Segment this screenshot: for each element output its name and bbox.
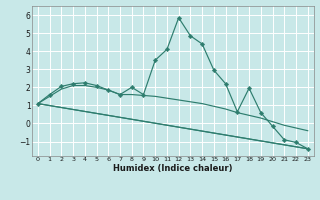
X-axis label: Humidex (Indice chaleur): Humidex (Indice chaleur) <box>113 164 233 173</box>
